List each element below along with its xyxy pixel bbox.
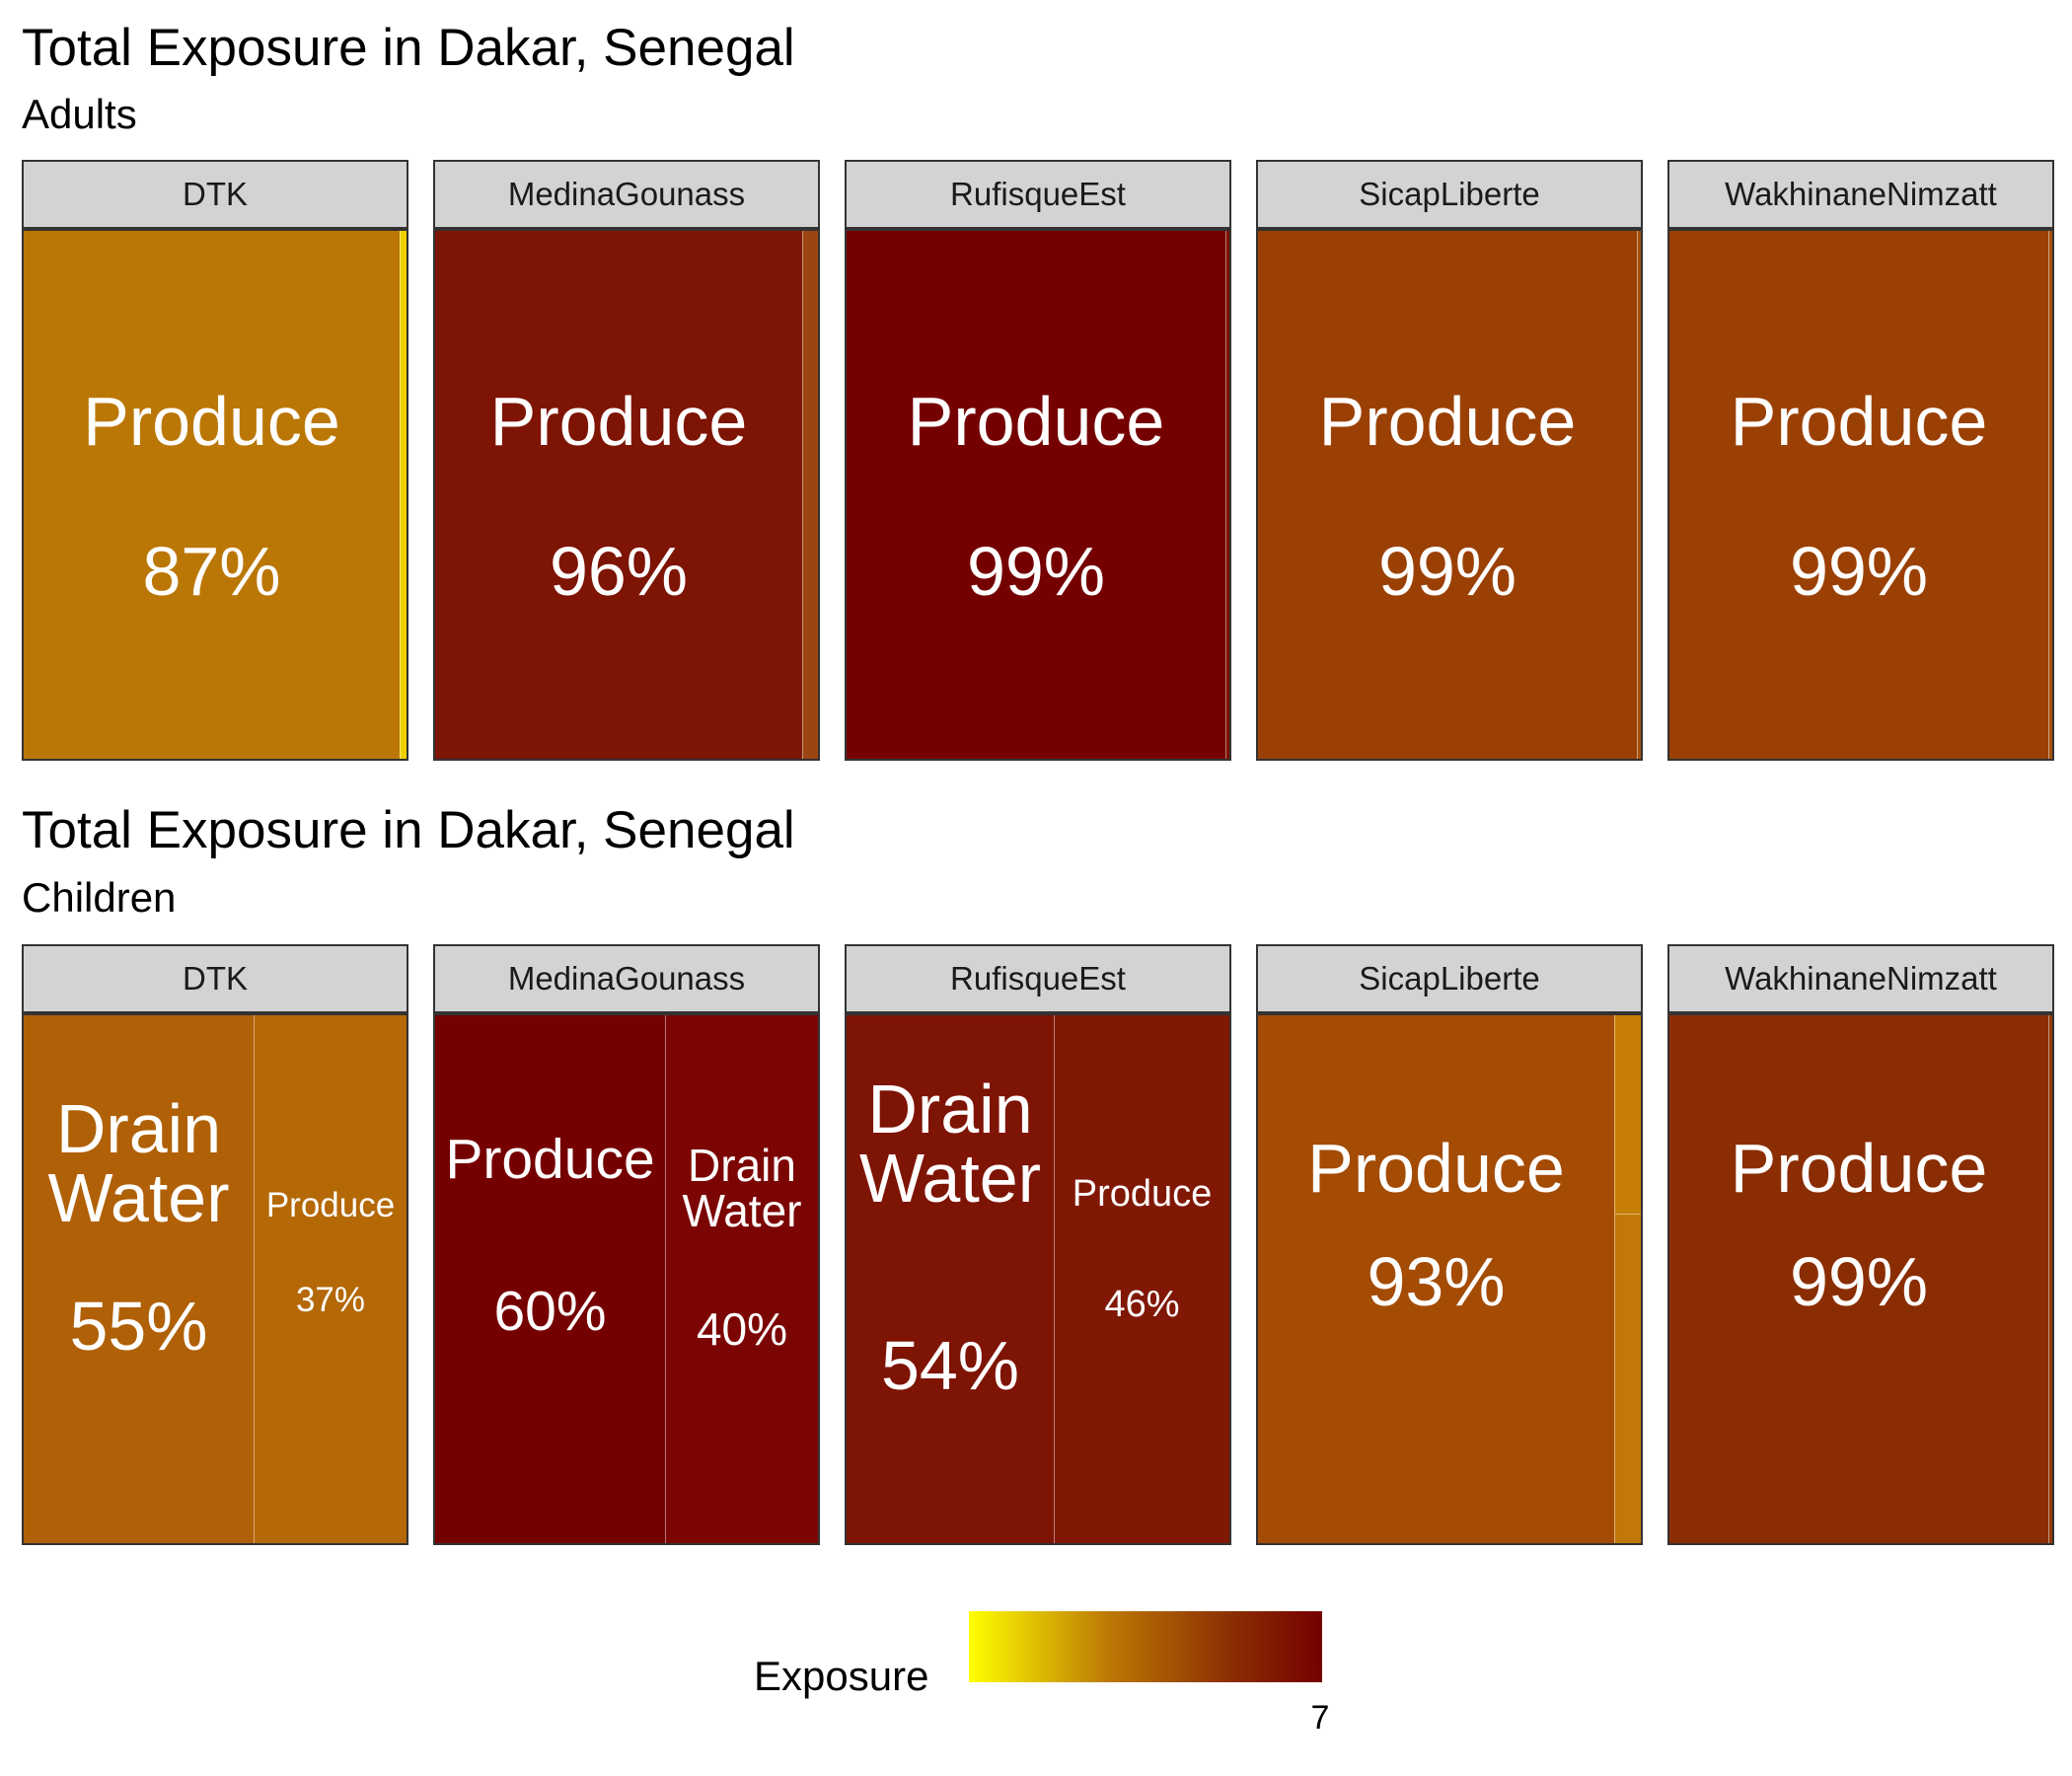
facet-strip-label: SicapLiberte — [1256, 944, 1643, 1013]
facet-panel: DTK Produce 87% — [22, 160, 408, 761]
facet-panel: MedinaGounass Produce 60% Drain Water 40% — [433, 944, 820, 1545]
treemap-tile: Produce 46% — [1054, 1015, 1229, 1543]
tile-percent-label: 60% — [493, 1279, 607, 1343]
treemap-tile: Produce 96% — [435, 231, 802, 759]
tile-category-label: Drain Water — [47, 1090, 230, 1236]
facet-plot-area: Produce 99% — [1667, 229, 2054, 761]
treemap-tile: Produce 99% — [1258, 231, 1637, 759]
treemap-tile — [2048, 1015, 2052, 1543]
treemap-tile: Produce 37% — [254, 1015, 407, 1543]
tile-category-label: Produce — [1072, 1173, 1213, 1215]
treemap-tile: Drain Water 55% — [24, 1015, 254, 1543]
facet-panel: SicapLiberte Produce 99% — [1256, 160, 1643, 761]
treemap-tile: Produce 93% — [1258, 1015, 1614, 1543]
treemap-tile: Produce 87% — [24, 231, 400, 759]
tile-category-label: Produce — [265, 1186, 396, 1224]
tile-category-label: Drain Water — [858, 1071, 1042, 1217]
legend-tick-label: 7 — [1310, 1699, 1330, 1737]
tile-percent-label: 55% — [69, 1288, 208, 1365]
tile-percent-label: 99% — [1789, 1243, 1929, 1320]
tile-category-label: Produce — [489, 383, 748, 460]
facet-panel: WakhinaneNimzatt Produce 99% — [1667, 160, 2054, 761]
chart-title: Total Exposure in Dakar, Senegal — [22, 801, 795, 859]
treemap-tile — [1614, 1214, 1641, 1543]
facet-strip-label: SicapLiberte — [1256, 160, 1643, 229]
treemap-tile: Drain Water 54% — [847, 1015, 1054, 1543]
facet-panel: RufisqueEst Produce 99% — [845, 160, 1231, 761]
treemap-tile — [1614, 1015, 1641, 1214]
tile-percent-label: 99% — [1789, 533, 1929, 610]
treemap-tile: Drain Water 40% — [665, 1015, 818, 1543]
tile-category-label: Produce — [83, 383, 340, 460]
tile-category-label: Produce — [1307, 1130, 1565, 1207]
tile-percent-label: 93% — [1367, 1243, 1506, 1320]
treemap-tile: Produce 99% — [847, 231, 1225, 759]
facet-strip-label: RufisqueEst — [845, 944, 1231, 1013]
legend-tick-mark — [1318, 1611, 1322, 1663]
chart-title: Total Exposure in Dakar, Senegal — [22, 19, 795, 77]
treemap-tile — [2048, 231, 2052, 759]
tile-category-label: Drain Water — [682, 1140, 802, 1236]
tile-percent-label: 40% — [696, 1303, 788, 1355]
tile-percent-label: 46% — [1104, 1284, 1180, 1325]
facet-plot-area: Produce 99% — [845, 229, 1231, 761]
treemap-tile: Produce 60% — [435, 1015, 665, 1543]
facet-panel: DTK Drain Water 55% Produce 37% — [22, 944, 408, 1545]
tile-category-label: Produce — [1730, 1130, 1988, 1207]
facet-panel: MedinaGounass Produce 96% — [433, 160, 820, 761]
tile-category-label: Produce — [907, 383, 1165, 460]
tile-percent-label: 37% — [295, 1280, 366, 1319]
treemap-tile — [1637, 231, 1641, 759]
treemap-tile — [1225, 231, 1229, 759]
tile-percent-label: 96% — [549, 533, 689, 610]
facet-plot-area: Produce 99% — [1667, 1013, 2054, 1545]
facet-plot-area: Drain Water 55% Produce 37% — [22, 1013, 408, 1545]
facet-strip-label: DTK — [22, 944, 408, 1013]
facet-panel: WakhinaneNimzatt Produce 99% — [1667, 944, 2054, 1545]
tile-percent-label: 54% — [880, 1327, 1020, 1404]
facet-plot-area: Produce 99% — [1256, 229, 1643, 761]
treemap-tile: Produce 99% — [1669, 1015, 2048, 1543]
tile-category-label: Produce — [1318, 383, 1577, 460]
facet-plot-area: Produce 93% — [1256, 1013, 1643, 1545]
chart-subtitle: Children — [22, 874, 177, 921]
legend-colorbar — [969, 1611, 1322, 1682]
facet-panel: RufisqueEst Drain Water 54% Produce 46% — [845, 944, 1231, 1545]
legend-title: Exposure — [754, 1653, 929, 1699]
chart-subtitle: Adults — [22, 91, 137, 137]
facet-strip-label: WakhinaneNimzatt — [1667, 944, 2054, 1013]
facet-strip-label: DTK — [22, 160, 408, 229]
facet-strip-label: MedinaGounass — [433, 160, 820, 229]
tile-category-label: Produce — [445, 1128, 655, 1191]
facet-strip-label: MedinaGounass — [433, 944, 820, 1013]
tile-percent-label: 99% — [1377, 533, 1517, 610]
treemap-tile: Produce 99% — [1669, 231, 2048, 759]
treemap-tile — [400, 231, 407, 759]
facet-plot-area: Produce 60% Drain Water 40% — [433, 1013, 820, 1545]
tile-percent-label: 99% — [966, 533, 1106, 610]
facet-strip-label: WakhinaneNimzatt — [1667, 160, 2054, 229]
facet-plot-area: Drain Water 54% Produce 46% — [845, 1013, 1231, 1545]
facet-plot-area: Produce 87% — [22, 229, 408, 761]
facet-strip-label: RufisqueEst — [845, 160, 1231, 229]
facet-plot-area: Produce 96% — [433, 229, 820, 761]
treemap-tile — [802, 231, 818, 759]
tile-percent-label: 87% — [142, 533, 281, 610]
facet-panel: SicapLiberte Produce 93% — [1256, 944, 1643, 1545]
tile-category-label: Produce — [1730, 383, 1988, 460]
